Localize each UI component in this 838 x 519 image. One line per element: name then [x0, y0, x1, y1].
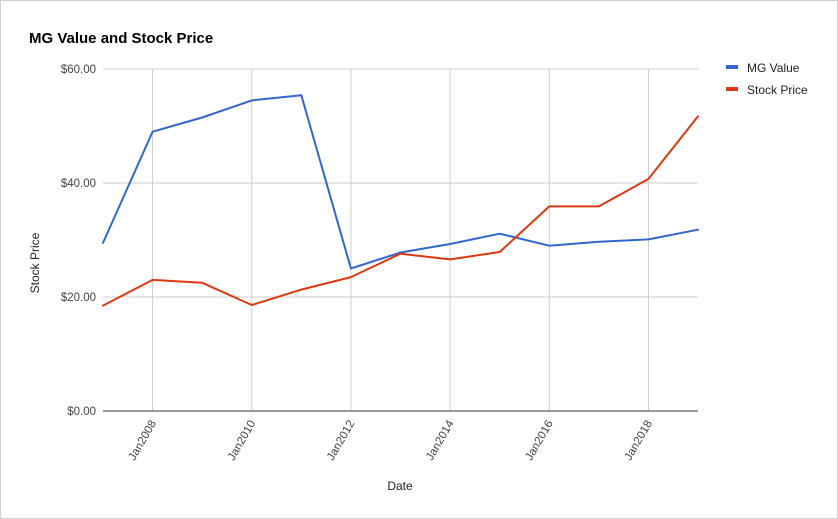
y-axis-label: Stock Price [28, 232, 42, 293]
x-tick-label: Jan2014 [424, 418, 457, 463]
legend: MG Value Stock Price [726, 61, 808, 97]
x-tick-label: Jan2008 [127, 419, 159, 463]
series-line-mg-value [102, 94, 699, 270]
legend-label: MG Value [747, 61, 800, 75]
y-tick-label: $20.00 [61, 292, 96, 304]
legend-label: Stock Price [747, 83, 808, 97]
chart-title: MG Value and Stock Price [29, 30, 213, 47]
y-tick-label: $40.00 [61, 178, 96, 190]
y-axis-ticks: $0.00 $20.00 $40.00 $60.00 [61, 64, 96, 418]
x-tick-label: Jan2018 [623, 419, 655, 463]
x-axis-label: Date [387, 479, 413, 493]
x-tick-label: Jan2010 [226, 419, 258, 463]
legend-swatch [726, 65, 738, 69]
series-line-stock-price [102, 115, 699, 307]
x-axis-ticks: Jan2008 Jan2010 Jan2012 Jan2014 Jan2016 Jan20… [127, 418, 655, 463]
x-tick-label: Jan2012 [325, 419, 357, 463]
vertical-gridlines [152, 69, 649, 411]
horizontal-gridlines [103, 68, 698, 298]
legend-swatch [726, 87, 738, 91]
series-lines [102, 94, 699, 307]
y-tick-label: $60.00 [61, 64, 96, 76]
x-tick-label: Jan2016 [523, 419, 555, 463]
y-tick-label: $0.00 [67, 406, 96, 418]
